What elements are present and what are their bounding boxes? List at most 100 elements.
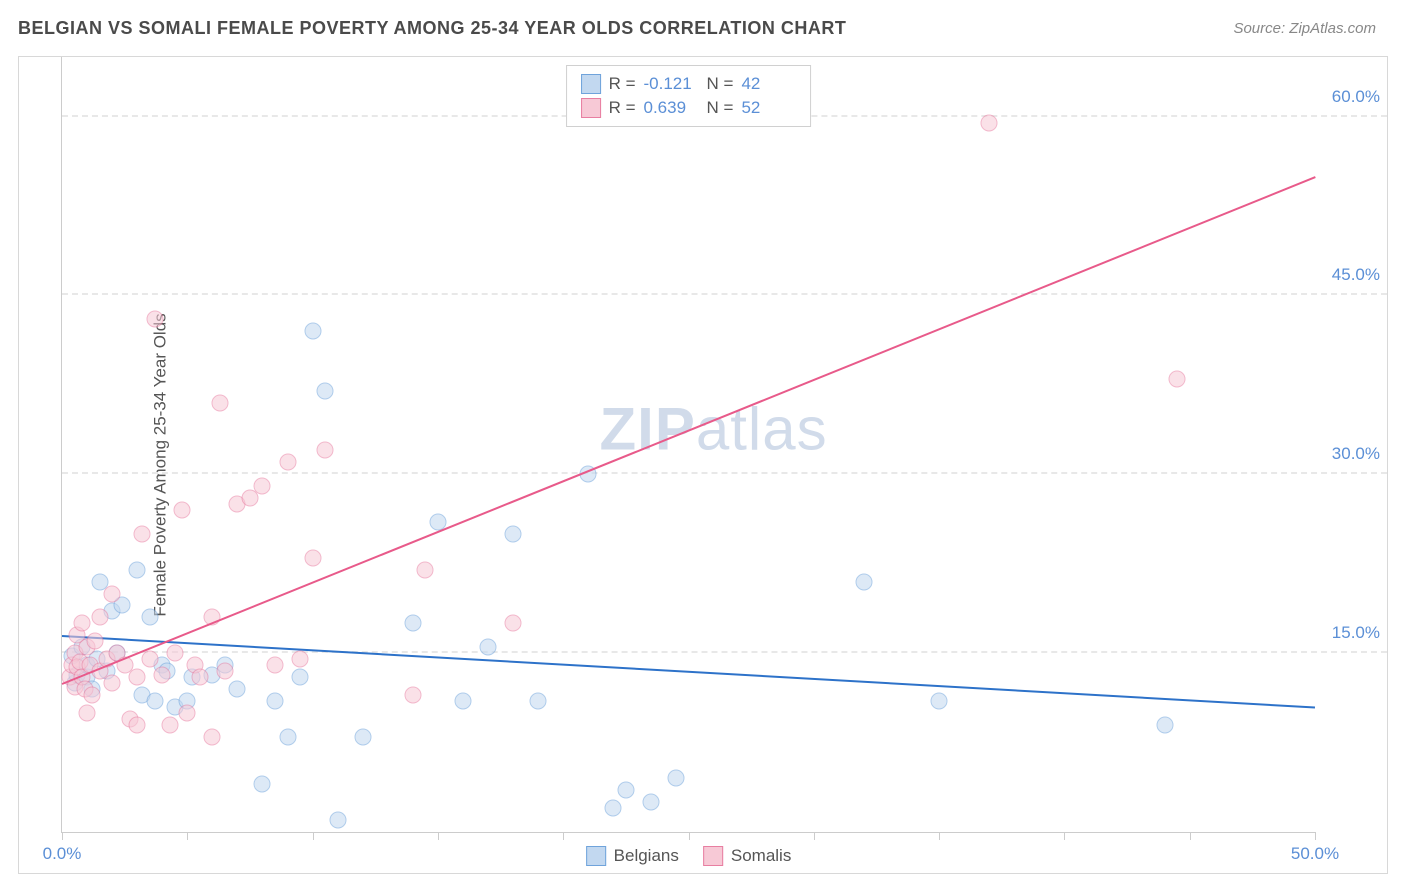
data-point	[104, 674, 121, 691]
data-point	[84, 686, 101, 703]
data-point	[79, 704, 96, 721]
data-point	[166, 645, 183, 662]
data-point	[931, 692, 948, 709]
data-point	[74, 615, 91, 632]
data-point	[292, 669, 309, 686]
x-tick	[1064, 832, 1065, 840]
data-point	[317, 442, 334, 459]
trend-line	[62, 176, 1316, 685]
data-point	[279, 728, 296, 745]
x-tick	[1190, 832, 1191, 840]
series-legend-item: Belgians	[586, 846, 679, 866]
x-tick	[313, 832, 314, 840]
data-point	[229, 680, 246, 697]
data-point	[454, 692, 471, 709]
legend-swatch	[581, 98, 601, 118]
legend-swatch	[586, 846, 606, 866]
r-label: R =	[609, 74, 636, 94]
y-tick-label: 15.0%	[1332, 623, 1380, 643]
grid-line	[62, 651, 1387, 653]
data-point	[505, 615, 522, 632]
series-legend-label: Somalis	[731, 846, 791, 866]
data-point	[417, 561, 434, 578]
data-point	[279, 454, 296, 471]
data-point	[154, 666, 171, 683]
x-tick-label: 0.0%	[43, 844, 82, 864]
data-point	[129, 669, 146, 686]
chart-container: Female Poverty Among 25-34 Year Olds ZIP…	[18, 56, 1388, 874]
watermark-zip: ZIP	[600, 396, 696, 463]
data-point	[191, 669, 208, 686]
data-point	[304, 549, 321, 566]
stats-legend-row: R = -0.121 N = 42	[581, 72, 797, 96]
r-value: 0.639	[644, 98, 699, 118]
data-point	[267, 692, 284, 709]
chart-source: Source: ZipAtlas.com	[1233, 20, 1376, 37]
data-point	[161, 716, 178, 733]
data-point	[211, 394, 228, 411]
data-point	[216, 663, 233, 680]
plot-area: ZIPatlas R =-0.121N =42R =0.639N =52 Bel…	[61, 57, 1315, 833]
watermark-atlas: atlas	[696, 396, 828, 463]
x-tick	[563, 832, 564, 840]
data-point	[129, 561, 146, 578]
n-value: 52	[741, 98, 796, 118]
data-point	[1169, 370, 1186, 387]
data-point	[174, 502, 191, 519]
r-label: R =	[609, 98, 636, 118]
data-point	[91, 609, 108, 626]
series-legend: Belgians Somalis	[586, 846, 792, 866]
data-point	[179, 704, 196, 721]
x-tick	[438, 832, 439, 840]
data-point	[86, 633, 103, 650]
data-point	[134, 525, 151, 542]
trend-line	[62, 635, 1315, 709]
data-point	[146, 692, 163, 709]
data-point	[404, 615, 421, 632]
data-point	[855, 573, 872, 590]
n-label: N =	[707, 74, 734, 94]
data-point	[304, 323, 321, 340]
data-point	[354, 728, 371, 745]
data-point	[141, 651, 158, 668]
data-point	[146, 311, 163, 328]
data-point	[404, 686, 421, 703]
data-point	[267, 657, 284, 674]
chart-header: BELGIAN VS SOMALI FEMALE POVERTY AMONG 2…	[0, 0, 1406, 49]
series-legend-item: Somalis	[703, 846, 791, 866]
data-point	[329, 812, 346, 829]
data-point	[129, 716, 146, 733]
data-point	[254, 478, 271, 495]
n-value: 42	[741, 74, 796, 94]
x-tick	[689, 832, 690, 840]
x-tick	[939, 832, 940, 840]
x-tick	[62, 832, 63, 840]
stats-legend: R = -0.121 N = 42 R = 0.639 N = 52	[566, 65, 812, 127]
data-point	[480, 639, 497, 656]
data-point	[204, 728, 221, 745]
data-point	[605, 800, 622, 817]
x-tick	[814, 832, 815, 840]
legend-swatch	[703, 846, 723, 866]
x-tick-label: 50.0%	[1291, 844, 1339, 864]
data-point	[505, 525, 522, 542]
data-point	[642, 794, 659, 811]
data-point	[617, 782, 634, 799]
chart-title: BELGIAN VS SOMALI FEMALE POVERTY AMONG 2…	[18, 18, 846, 39]
grid-line	[62, 472, 1387, 474]
x-tick	[187, 832, 188, 840]
data-point	[667, 770, 684, 787]
r-value: -0.121	[644, 74, 699, 94]
stats-legend-row: R = 0.639 N = 52	[581, 96, 797, 120]
x-tick	[1315, 832, 1316, 840]
data-point	[317, 382, 334, 399]
data-point	[141, 609, 158, 626]
y-tick-label: 60.0%	[1332, 87, 1380, 107]
series-legend-label: Belgians	[614, 846, 679, 866]
data-point	[292, 651, 309, 668]
y-tick-label: 45.0%	[1332, 265, 1380, 285]
data-point	[981, 114, 998, 131]
n-label: N =	[707, 98, 734, 118]
grid-line	[62, 293, 1387, 295]
data-point	[104, 585, 121, 602]
